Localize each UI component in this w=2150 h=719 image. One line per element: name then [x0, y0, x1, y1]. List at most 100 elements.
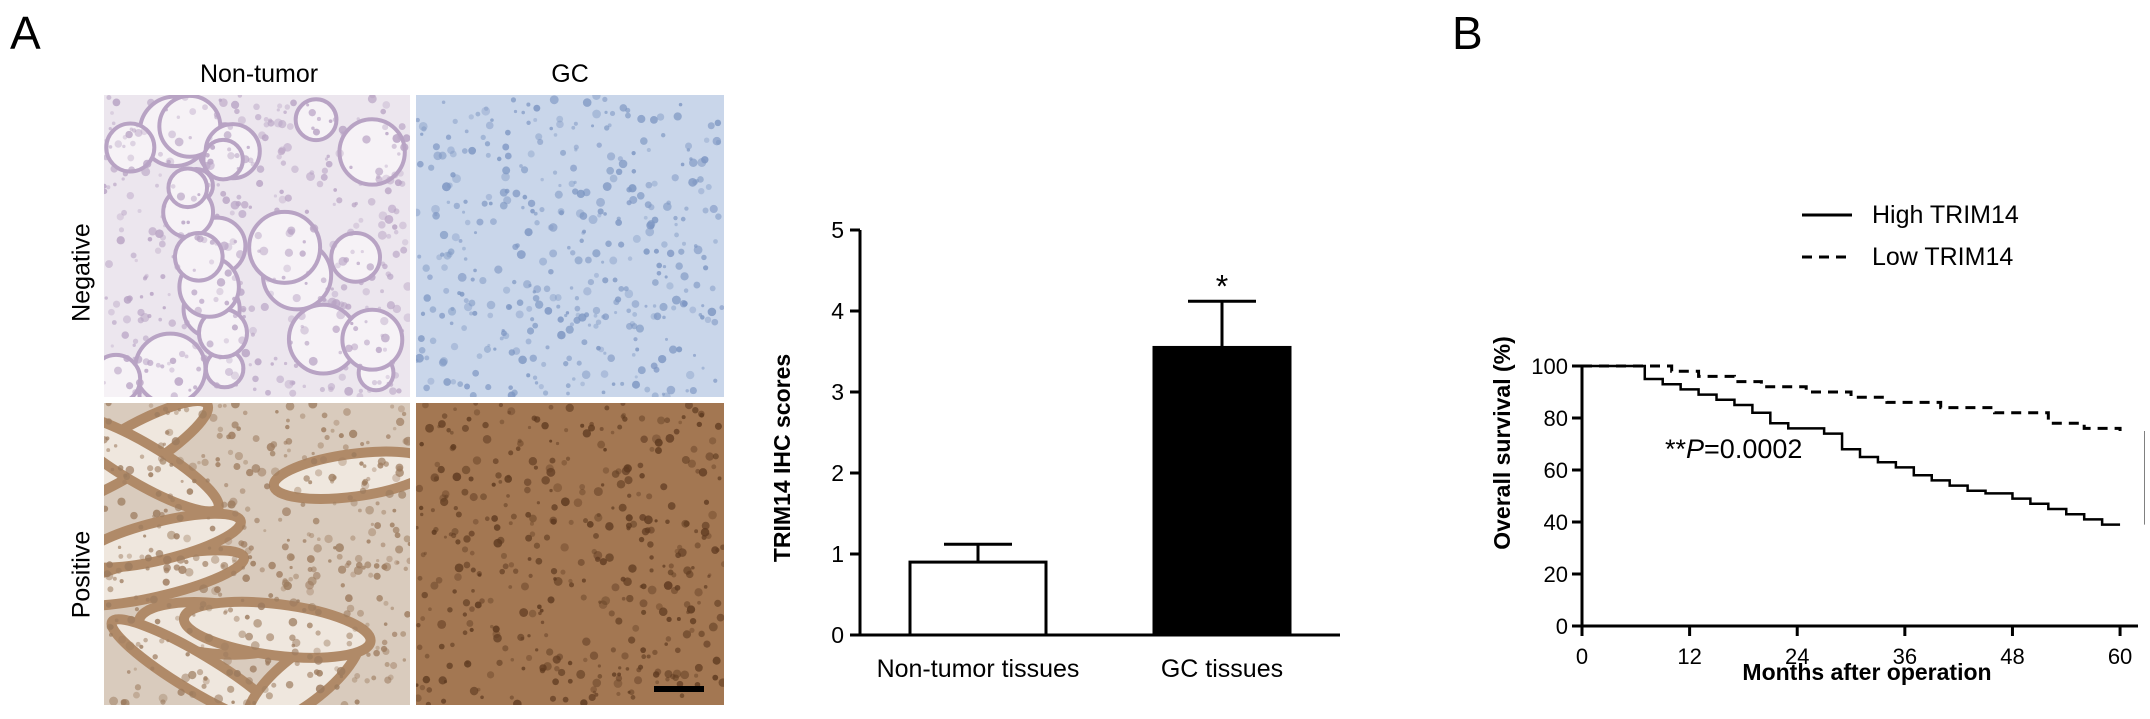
bar-chart-x-axis: Non-tumor tissues GC tissues [860, 633, 1340, 680]
cell-nucleus [143, 159, 152, 169]
cell-nucleus [276, 571, 283, 578]
cell-nucleus [525, 338, 532, 345]
cell-nucleus [697, 600, 701, 605]
cell-nucleus [370, 522, 374, 526]
cell-nucleus [671, 174, 679, 182]
cell-nucleus [242, 315, 246, 319]
cell-nucleus [545, 345, 550, 350]
cell-nucleus [438, 358, 448, 367]
cell-nucleus [527, 557, 532, 561]
cell-nucleus [274, 207, 280, 213]
km-y-tick-label: 80 [1544, 406, 1568, 431]
cell-nucleus [492, 458, 499, 465]
cell-nucleus [194, 306, 202, 315]
cell-nucleus [650, 313, 658, 320]
cell-nucleus [693, 244, 698, 248]
cell-nucleus [338, 433, 344, 439]
cell-nucleus [223, 610, 228, 615]
cell-nucleus [707, 122, 715, 130]
cell-nucleus [660, 132, 666, 138]
cell-nucleus [315, 630, 321, 636]
cell-nucleus [576, 669, 586, 679]
cell-nucleus [206, 340, 214, 348]
cell-nucleus [610, 430, 615, 435]
cell-nucleus [207, 546, 212, 550]
cell-nucleus [270, 467, 280, 477]
cell-nucleus [106, 448, 111, 453]
cell-nucleus [469, 391, 477, 397]
cell-nucleus [232, 313, 238, 319]
cell-nucleus [487, 597, 494, 604]
cell-nucleus [138, 524, 144, 530]
cell-nucleus [646, 493, 653, 500]
cell-nucleus [684, 206, 689, 211]
cell-nucleus [236, 167, 240, 171]
cell-nucleus [526, 102, 531, 107]
cell-nucleus [179, 350, 186, 358]
cell-nucleus [173, 564, 181, 571]
cell-nucleus [662, 264, 667, 269]
cell-nucleus [506, 494, 510, 498]
cell-nucleus [392, 250, 400, 258]
cell-nucleus [701, 521, 710, 530]
km-y-tick-label: 20 [1544, 562, 1568, 587]
cell-nucleus [416, 525, 419, 530]
cell-nucleus [532, 322, 539, 329]
cell-nucleus [692, 406, 699, 414]
cell-nucleus [105, 403, 112, 407]
survival-chart-lines [1582, 364, 2122, 526]
cell-nucleus [561, 459, 568, 466]
cell-nucleus [229, 210, 235, 216]
cell-nucleus [668, 345, 678, 354]
km-y-tick-label: 60 [1544, 458, 1568, 483]
cell-nucleus [673, 428, 680, 435]
cell-nucleus [588, 693, 596, 702]
cell-nucleus [157, 442, 165, 449]
cell-nucleus [395, 463, 404, 472]
cell-nucleus [617, 672, 622, 677]
cell-nucleus [394, 560, 400, 566]
cell-nucleus [246, 468, 254, 477]
cell-nucleus [416, 644, 423, 651]
cell-nucleus [250, 560, 257, 567]
cell-nucleus [674, 584, 681, 591]
cell-nucleus [647, 541, 654, 548]
cell-nucleus [526, 305, 533, 312]
cell-nucleus [263, 116, 269, 122]
cell-nucleus [302, 240, 306, 244]
cell-nucleus [239, 488, 246, 494]
cell-nucleus [624, 289, 634, 299]
cell-nucleus [226, 434, 232, 440]
cell-nucleus [534, 381, 539, 385]
cell-nucleus [401, 411, 407, 417]
cell-nucleus [334, 666, 340, 672]
cell-nucleus [521, 666, 526, 671]
cell-nucleus [246, 145, 250, 150]
cell-nucleus [394, 179, 402, 187]
cell-nucleus [531, 415, 538, 421]
cell-nucleus [579, 212, 588, 220]
cell-nucleus [526, 373, 531, 378]
cell-nucleus [694, 673, 699, 678]
cell-nucleus [312, 128, 320, 136]
cell-nucleus [199, 298, 205, 304]
cell-nucleus [122, 144, 126, 149]
cell-nucleus [214, 694, 224, 704]
cell-nucleus [106, 95, 112, 100]
cell-nucleus [461, 325, 468, 331]
tissue-image-negative-gc [416, 95, 724, 397]
cell-nucleus [398, 123, 406, 131]
cell-nucleus [428, 607, 432, 612]
cell-nucleus [378, 221, 386, 229]
cell-nucleus [423, 551, 427, 556]
cell-nucleus [613, 679, 623, 688]
cell-nucleus [385, 374, 390, 380]
cell-nucleus [325, 287, 330, 292]
cell-nucleus [231, 403, 240, 409]
cell-nucleus [389, 359, 396, 366]
gland-shape [337, 117, 407, 187]
gland-shape [104, 409, 224, 517]
cell-nucleus [147, 465, 154, 472]
cell-nucleus [309, 533, 315, 539]
